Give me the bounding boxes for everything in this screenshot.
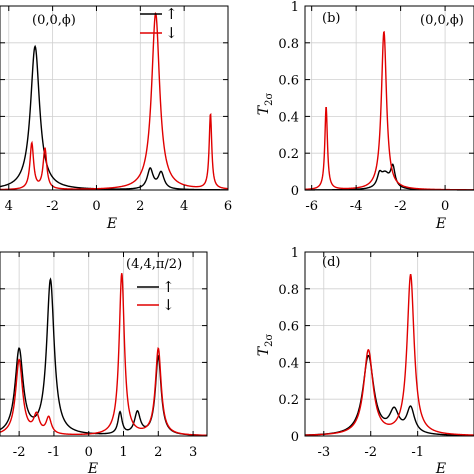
grid-lines bbox=[305, 6, 474, 190]
y-tick-label: 0 bbox=[291, 430, 299, 445]
y-tick-label: 0.4 bbox=[278, 356, 299, 371]
panel-label: (b) bbox=[322, 11, 340, 26]
plot-frame bbox=[0, 5, 229, 191]
legend-label-up: ↑ bbox=[165, 5, 178, 23]
series-curves bbox=[0, 11, 229, 191]
panel-label: (4,4,π/2) bbox=[126, 257, 182, 272]
series-line-up bbox=[304, 354, 474, 437]
grid-lines bbox=[0, 6, 228, 190]
series-line-down bbox=[0, 11, 229, 191]
x-tick-label: 0 bbox=[85, 445, 93, 460]
x-tick-label: 2 bbox=[154, 445, 162, 460]
panel-top-left: 4 -2 0 2 4 6 (0,0,ϕ) ↑ ↓ E bbox=[0, 5, 232, 232]
y-axis-label: T2σ bbox=[256, 93, 275, 116]
axis-ticks: -2 -1 0 1 2 3 bbox=[0, 251, 207, 460]
x-axis-label: E bbox=[87, 461, 98, 474]
y-tick-label: 0.6 bbox=[278, 320, 299, 335]
x-tick-label: -6 bbox=[305, 199, 318, 214]
y-tick-label: 0 bbox=[291, 184, 299, 199]
y-axis-label-sub: 2σ bbox=[264, 93, 275, 106]
x-tick-label: -2 bbox=[364, 445, 377, 460]
panel-annotation: (0,0,ϕ) bbox=[420, 13, 464, 28]
x-tick-label: -4 bbox=[350, 199, 363, 214]
grid-lines bbox=[305, 252, 474, 436]
x-tick-label: 1 bbox=[119, 445, 127, 460]
x-tick-label: -2 bbox=[394, 199, 407, 214]
series-line-down bbox=[304, 30, 474, 191]
x-tick-label: 2 bbox=[136, 199, 144, 214]
x-tick-label: -2 bbox=[13, 445, 26, 460]
panel-label: (d) bbox=[322, 255, 340, 270]
panel-top-right: -6 -4 -2 0 0 0.2 0.4 0.6 0.8 1 (b) (0,0,ϕ) T2σ E bbox=[256, 0, 474, 232]
panel-bottom-right: -3 -2 -1 0 0.2 0.4 0.6 0.8 1 (d) T2σ E bbox=[256, 246, 474, 474]
x-tick-label: -1 bbox=[411, 445, 424, 460]
x-axis-label: E bbox=[106, 216, 117, 232]
y-tick-label: 0.4 bbox=[278, 110, 299, 125]
series-line-up bbox=[0, 44, 228, 191]
series-curves bbox=[304, 30, 474, 191]
series-line-up bbox=[0, 277, 208, 437]
y-tick-label: 0.2 bbox=[278, 393, 299, 408]
x-tick-label: 4 bbox=[5, 199, 13, 214]
series-curves bbox=[304, 273, 474, 437]
y-tick-label: 0.6 bbox=[278, 74, 299, 89]
axis-ticks: 4 -2 0 2 4 6 bbox=[0, 5, 232, 214]
axis-ticks: -3 -2 -1 0 0.2 0.4 0.6 0.8 1 bbox=[278, 246, 474, 460]
series-curves bbox=[0, 273, 208, 437]
y-axis-label-main: T bbox=[256, 345, 272, 356]
x-tick-label: 6 bbox=[224, 199, 232, 214]
y-axis-label-sub: 2σ bbox=[264, 334, 275, 347]
y-tick-label: 0.2 bbox=[278, 147, 299, 162]
grid-lines bbox=[0, 252, 207, 436]
plot-frame bbox=[304, 5, 474, 191]
series-line-down bbox=[304, 273, 474, 436]
x-tick-label: 4 bbox=[180, 199, 188, 214]
y-axis-label-main: T bbox=[256, 104, 272, 115]
plot-frame bbox=[304, 251, 474, 437]
y-tick-label: 0.8 bbox=[278, 283, 299, 298]
series-line-down bbox=[0, 273, 208, 436]
y-axis-label: T2σ bbox=[256, 334, 275, 357]
x-axis-label: E bbox=[435, 216, 446, 232]
panel-label: (0,0,ϕ) bbox=[32, 13, 76, 28]
legend: ↑ ↓ bbox=[140, 5, 178, 42]
y-tick-label: 0.8 bbox=[278, 37, 299, 52]
x-axis-label: E bbox=[435, 461, 446, 474]
x-tick-label: 3 bbox=[189, 445, 197, 460]
x-tick-label: 0 bbox=[441, 199, 449, 214]
x-tick-label: 0 bbox=[92, 199, 100, 214]
legend-label-up: ↑ bbox=[162, 278, 175, 296]
panel-bottom-left: -2 -1 0 1 2 3 (4,4,π/2) ↑ ↓ E bbox=[0, 251, 208, 474]
x-tick-label: -3 bbox=[317, 445, 330, 460]
legend: ↑ ↓ bbox=[137, 278, 175, 314]
plot-frame bbox=[0, 251, 208, 437]
legend-label-down: ↓ bbox=[162, 296, 175, 314]
axis-ticks: -6 -4 -2 0 0 0.2 0.4 0.6 0.8 1 bbox=[278, 0, 474, 214]
x-tick-label: -2 bbox=[46, 199, 59, 214]
legend-label-down: ↓ bbox=[165, 24, 178, 42]
x-tick-label: -1 bbox=[48, 445, 61, 460]
y-tick-label: 1 bbox=[291, 0, 299, 15]
y-tick-label: 1 bbox=[291, 246, 299, 261]
